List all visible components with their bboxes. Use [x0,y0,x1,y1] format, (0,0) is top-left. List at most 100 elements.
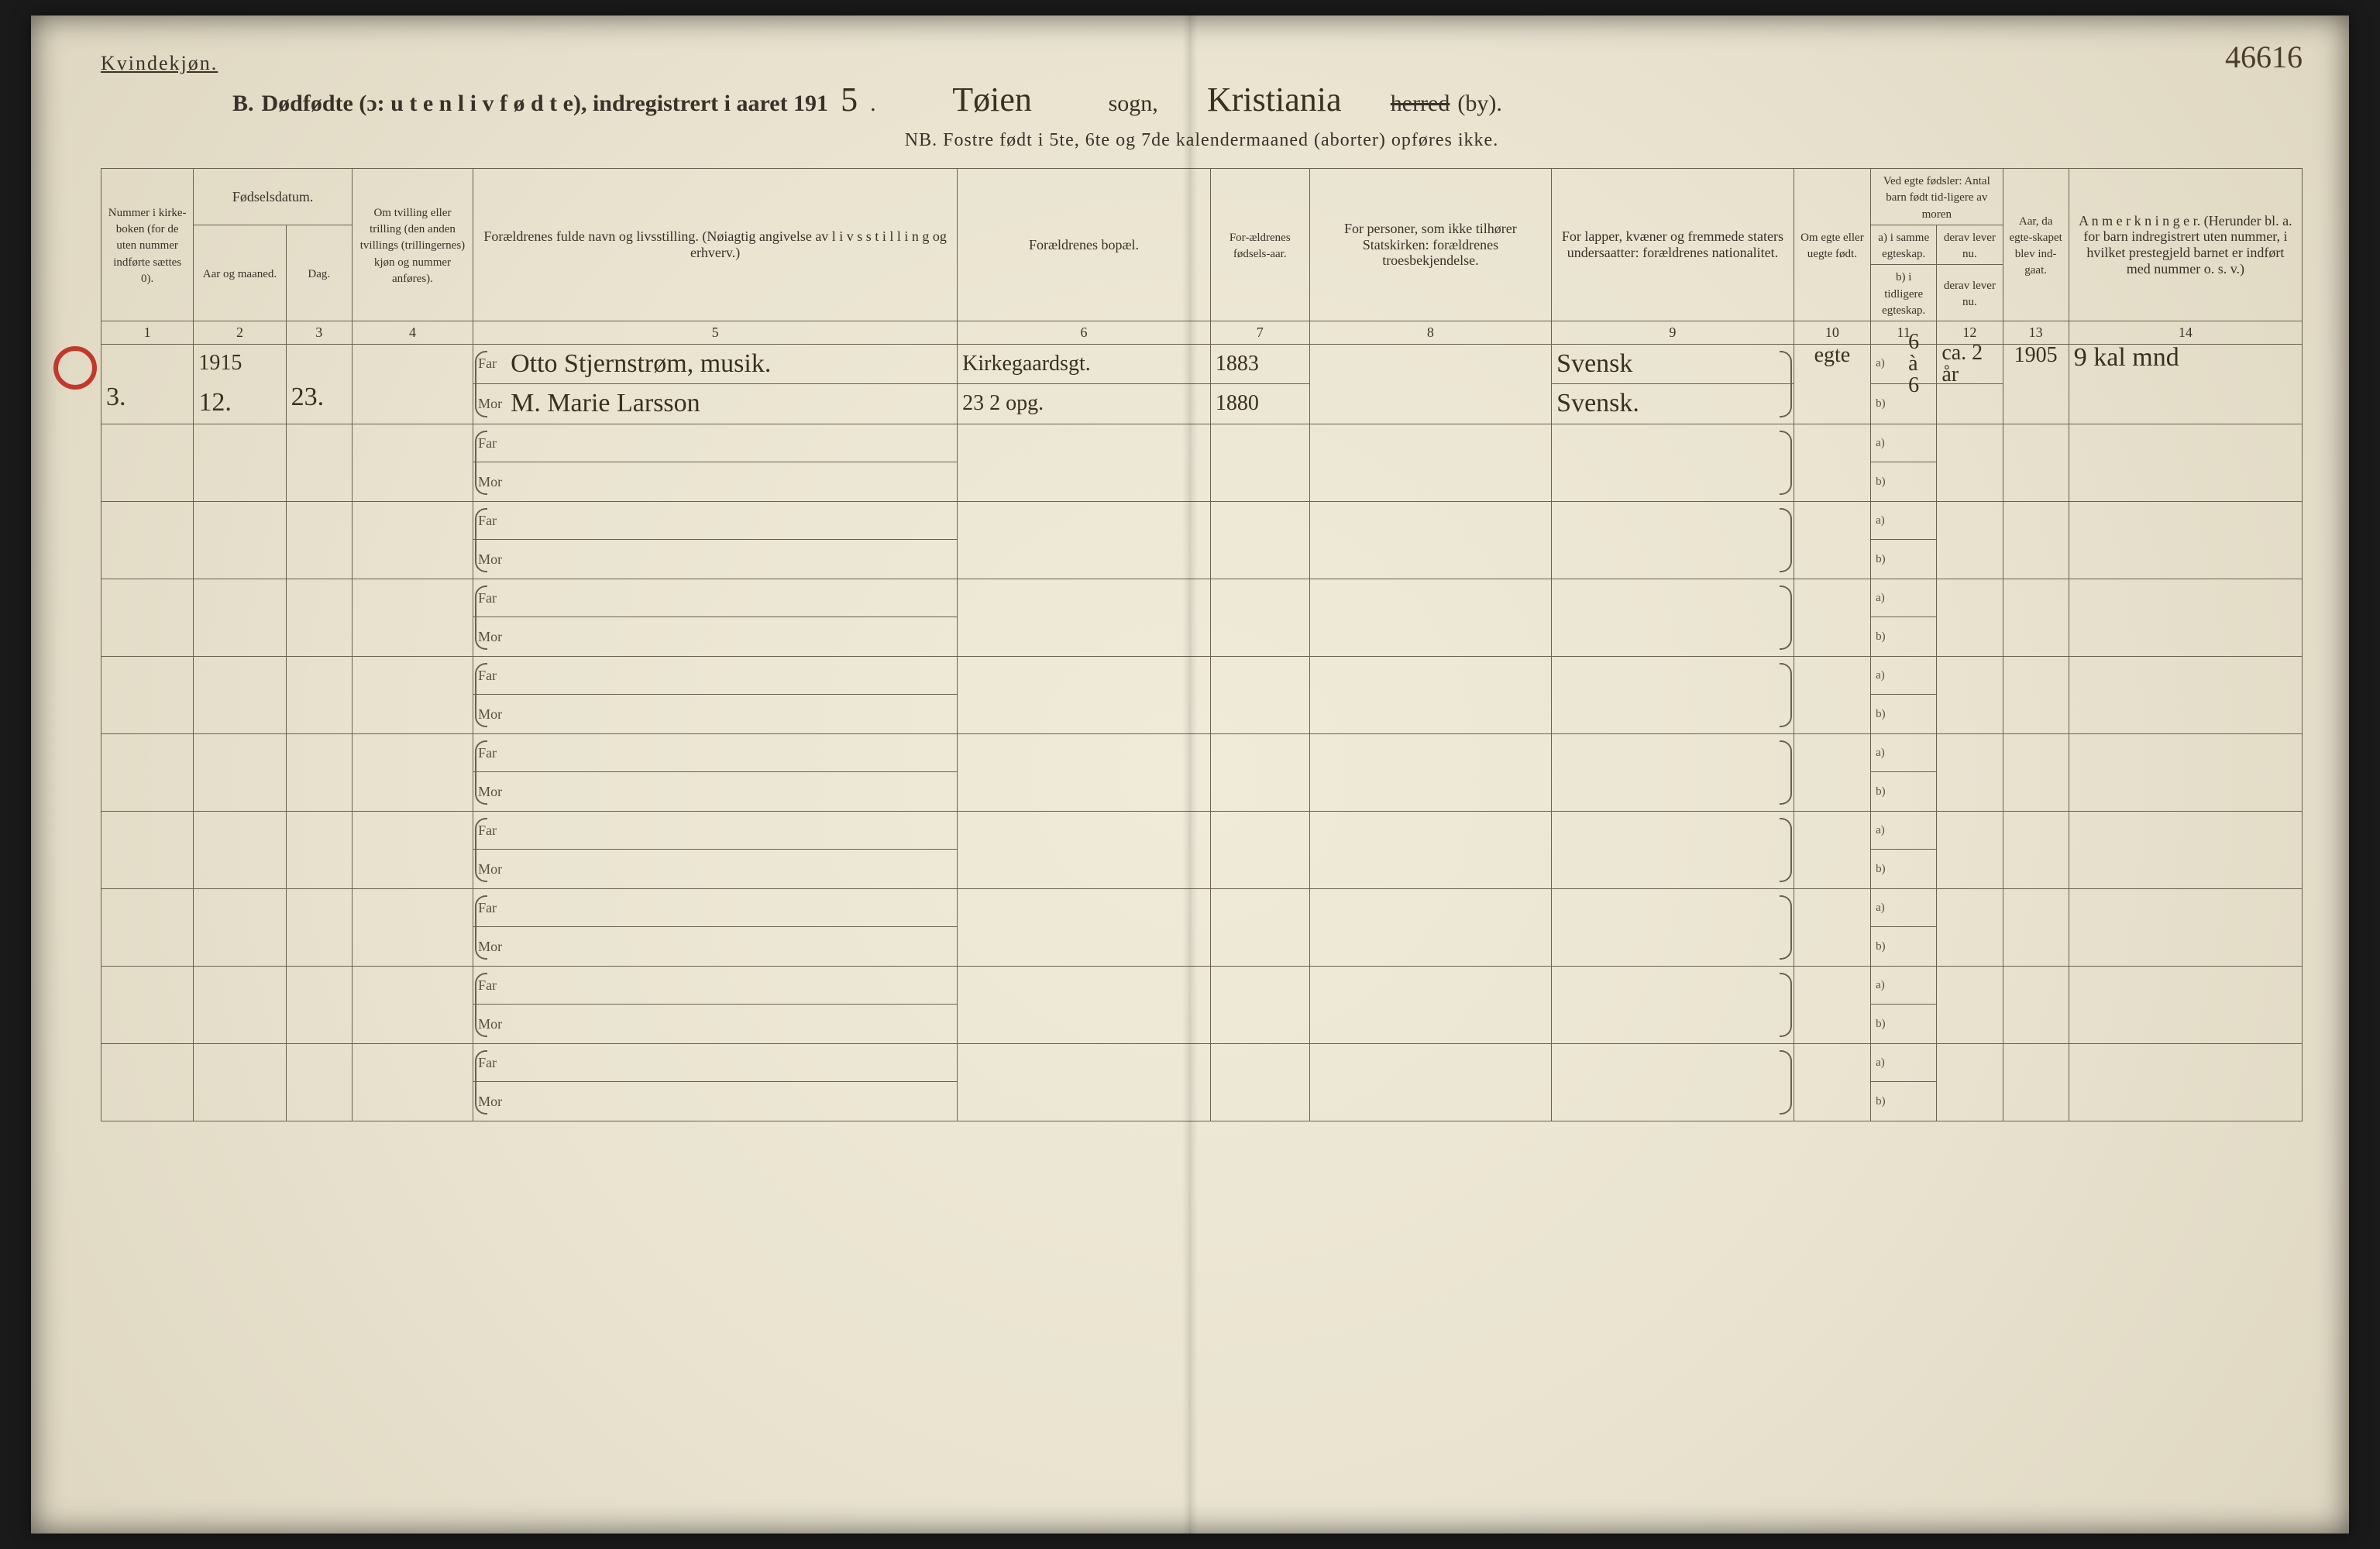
table-row: FarMora)b) [101,579,2303,656]
cell-aar-maaned [194,733,286,811]
cell-fodselsaar [1210,733,1309,811]
cell-bopel [958,733,1211,811]
cell-13 [2003,966,2069,1043]
col-header-2a: Aar og maaned. [194,225,286,321]
cell-aar-maaned [194,888,286,966]
cell-parents: FarMor [473,579,958,656]
table-header: Nummer i kirke-boken (for de uten nummer… [101,169,2303,345]
colno-2: 2 [194,321,286,345]
col-header-12a: derav lever nu. [1937,225,2003,265]
label-far: Far [478,977,504,994]
cell-aar-maaned [194,579,286,656]
label-a: a) [1876,669,1902,682]
cell-11: a)b) [1871,811,1937,888]
label-b: b) [1876,785,1902,799]
cell-13 [2003,733,2069,811]
cell-tvilling [352,1043,473,1121]
colno-9: 9 [1552,321,1794,345]
cell-nummer [101,733,194,811]
cell-aar-maaned [194,424,286,501]
cell-anm [2069,966,2302,1043]
label-b: b) [1876,476,1902,489]
cell-11: a)6 à 6 b) [1871,344,1937,424]
parish-handwritten: Tøien [884,80,1101,119]
cell-bopel [958,888,1211,966]
corner-page-number: 46616 [2225,39,2303,75]
label-mor: Mor [478,706,504,723]
entry-far-navn: Otto Stjernstrøm, musik. [511,351,771,377]
cell-13 [2003,656,2069,733]
cell-troesbekjendelse [1309,424,1552,501]
city-handwritten: Kristiania [1166,80,1383,119]
label-herred-strikethrough: herred [1391,91,1450,117]
cell-12 [1937,424,2003,501]
label-b: b) [1876,397,1902,410]
cell-bopel [958,579,1211,656]
cell-12: ca. 2 år [1937,344,2003,424]
cell-13 [2003,424,2069,501]
cell-anm [2069,1043,2302,1121]
col-header-7: For-ældrenes fødsels-aar. [1210,169,1309,321]
col-header-9: For lapper, kvæner og fremmede staters u… [1552,169,1794,321]
label-by: (by). [1457,91,1501,117]
label-mor: Mor [478,474,504,490]
cell-bopel [958,1043,1211,1121]
label-far: Far [478,513,504,529]
cell-troesbekjendelse [1309,344,1552,424]
cell-anm [2069,501,2302,579]
label-mor: Mor [478,396,504,412]
col-header-11-12-top: Ved egte fødsler: Antal barn født tid-li… [1871,169,2003,225]
colno-5: 5 [473,321,958,345]
year-handwritten: 5 [836,80,862,119]
cell-nationalitet [1552,579,1794,656]
table-row: FarMora)b) [101,888,2303,966]
cell-tvilling [352,501,473,579]
table-row: FarMora)b) [101,1043,2303,1121]
cell-12 [1937,966,2003,1043]
cell-anm [2069,888,2302,966]
cell-tvilling [352,579,473,656]
red-circle-mark [53,346,97,390]
cell-11: a)b) [1871,888,1937,966]
cell-tvilling [352,656,473,733]
label-a: a) [1876,437,1902,450]
cell-tvilling [352,424,473,501]
cell-aar-maaned [194,966,286,1043]
entry-mor-nat: Svensk. [1556,390,1639,417]
colno-6: 6 [958,321,1211,345]
cell-anm [2069,811,2302,888]
cell-nationalitet: Svensk Svensk. [1552,344,1794,424]
cell-parents: FarMor [473,424,958,501]
label-mor: Mor [478,939,504,955]
cell-troesbekjendelse [1309,888,1552,966]
cell-dag [286,579,352,656]
title-line: B. Dødfødte (ɔ: u t e n l i v f ø d t e)… [101,80,2303,119]
cell-nummer [101,501,194,579]
cell-nationalitet [1552,656,1794,733]
label-mor: Mor [478,551,504,568]
label-a: a) [1876,514,1902,527]
col-header-13: Aar, da egte-skapet blev ind-gaat. [2003,169,2069,321]
col-header-11b: b) i tidligere egteskap. [1871,265,1937,321]
table-row: FarMora)b) [101,501,2303,579]
table-row: FarMor a) b) [101,424,2303,501]
cell-fodselsaar [1210,1043,1309,1121]
cell-troesbekjendelse [1309,579,1552,656]
cell-fodselsaar [1210,966,1309,1043]
cell-egte [1794,656,1870,733]
col-header-5: Forældrenes fulde navn og livsstilling. … [473,169,958,321]
cell-anm [2069,656,2302,733]
entry-mor-bopel: 23 2 opg. [962,393,1044,414]
cell-12 [1937,501,2003,579]
label-b: b) [1876,863,1902,876]
cell-egte [1794,888,1870,966]
cell-troesbekjendelse [1309,733,1552,811]
cell-egte [1794,966,1870,1043]
cell-dag [286,1043,352,1121]
cell-nationalitet [1552,811,1794,888]
cell-nummer [101,656,194,733]
cell-12 [1937,733,2003,811]
col-header-2: Fødselsdatum. [194,169,353,225]
label-mor: Mor [478,861,504,878]
gender-heading: Kvindekjøn. [101,52,218,75]
